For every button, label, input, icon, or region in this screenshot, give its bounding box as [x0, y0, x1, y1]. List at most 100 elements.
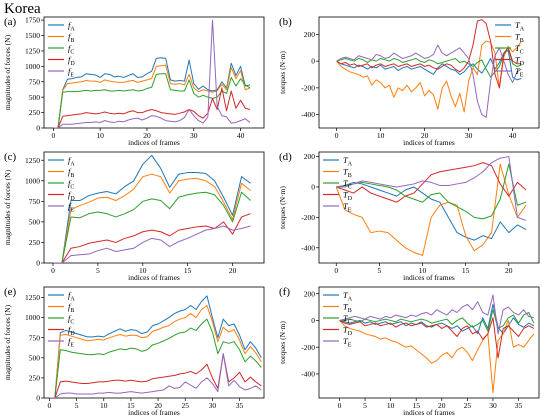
y-tick-label: 0: [311, 183, 315, 192]
legend-label: fE: [68, 66, 74, 79]
x-tick-label: 10: [377, 131, 385, 140]
legend-subscript: E: [70, 208, 74, 214]
series-line-t-e: [336, 156, 527, 221]
legend-label: TA: [343, 155, 353, 168]
legend-subscript: B: [70, 38, 74, 44]
y-axis-label: magnitudes of forces (N): [3, 34, 12, 110]
y-tick-label: 1000: [25, 62, 40, 71]
y-tick-label: 1250: [25, 293, 40, 302]
x-tick-label: 0: [51, 131, 55, 140]
legend-label: TD: [515, 55, 525, 68]
y-tick-label: 0: [311, 316, 315, 325]
y-tick-label: -200: [301, 343, 315, 352]
legend-label: fC: [68, 43, 74, 56]
y-tick-label: 1250: [25, 47, 40, 56]
series-line-f-e: [49, 353, 262, 398]
x-tick-label: 20: [438, 401, 446, 410]
x-tick-label: 10: [387, 401, 395, 410]
legend-subscript: C: [520, 50, 524, 56]
y-tick-label: 500: [29, 93, 41, 102]
panel-f-torque-chart: (f) 0 5 10 15 20 25 30 35 -400 -200 0 200 indices of …: [275, 284, 547, 419]
legend-subscript: C: [348, 185, 352, 191]
plot-area: [49, 295, 262, 398]
legend-label: TA: [515, 20, 525, 33]
y-tick-label: 0: [36, 124, 40, 133]
y-tick-label: 500: [29, 353, 41, 362]
series-line-t-d: [336, 162, 527, 203]
legend-label: fA: [68, 155, 75, 168]
legend-label: TD: [343, 325, 353, 338]
panel-c-force-chart: (c) 0 5 10 15 20 0 250 500 750 1000 1250 indices of …: [0, 149, 272, 284]
y-tick-label: 1000: [25, 313, 40, 322]
x-tick-label: 30: [489, 401, 497, 410]
legend-label: TE: [343, 336, 352, 349]
series-line-t-c: [336, 163, 527, 220]
series-line-t-c: [336, 47, 522, 78]
y-tick-label: 250: [29, 373, 41, 382]
series-line-t-e: [339, 294, 535, 335]
panel-d-torque-chart: (d) 0 5 10 15 20 -400 -200 0 200 indices of frames…: [275, 149, 547, 284]
y-tick-label: -400: [301, 110, 315, 119]
legend-label: fD: [68, 190, 75, 203]
series-line-f-c: [53, 73, 251, 128]
series-line-f-c: [49, 318, 262, 398]
series-line-t-d: [339, 317, 535, 359]
chart-svg: (d) 0 5 10 15 20 -400 -200 0 200 indices of frames…: [278, 151, 540, 282]
y-tick-label: 0: [36, 394, 40, 403]
legend-subscript: E: [348, 343, 352, 349]
y-tick-label: 200: [304, 152, 316, 161]
panel-label: (d): [279, 151, 292, 163]
y-tick-label: 0: [311, 57, 315, 66]
series-line-t-c: [339, 309, 535, 332]
panel-label: (a): [4, 16, 17, 28]
axes-frame: [318, 16, 540, 129]
y-tick-label: -400: [301, 243, 315, 252]
x-tick-label: 20: [154, 401, 162, 410]
x-tick-label: 20: [143, 131, 151, 140]
series-line-f-e: [53, 19, 251, 128]
x-tick-label: 15: [462, 266, 470, 275]
series-line-f-a: [53, 57, 251, 128]
plot-area: [53, 19, 251, 128]
legend-label: fE: [68, 336, 74, 349]
y-tick-label: 750: [29, 333, 41, 342]
y-tick-label: 500: [29, 217, 41, 226]
series-line-f-d: [52, 213, 251, 263]
figure-title: Korea: [4, 1, 41, 17]
legend-subscript: A: [70, 297, 75, 303]
legend-subscript: A: [70, 27, 75, 33]
series-line-f-b: [49, 305, 262, 398]
y-tick-label: 1750: [25, 16, 40, 25]
y-tick-label: 1250: [25, 156, 40, 165]
panel-label: (c): [4, 151, 17, 163]
legend-subscript: C: [70, 320, 74, 326]
chart-svg: (f) 0 5 10 15 20 25 30 35 -400 -200 0 200 indices of …: [278, 286, 540, 417]
y-tick-label: 0: [36, 259, 40, 268]
legend-label: TE: [343, 201, 352, 214]
plot-area: [339, 294, 535, 394]
legend-label: TB: [343, 167, 352, 180]
legend-subscript: B: [520, 38, 524, 44]
y-tick-label: -200: [301, 83, 315, 92]
panel-label: (f): [279, 286, 290, 298]
x-tick-label: 20: [229, 266, 237, 275]
y-tick-label: 200: [304, 30, 316, 39]
legend-subscript: E: [520, 73, 524, 79]
plot-area: [335, 156, 527, 256]
x-tick-label: 30: [190, 131, 198, 140]
axes-frame: [318, 286, 540, 399]
chart-svg: (a) 0 10 20 30 40 0 250 500 750 1000 1250 1500 1750 in…: [3, 16, 265, 147]
series-line-t-b: [336, 40, 522, 113]
x-tick-label: 15: [412, 401, 420, 410]
y-axis-label: torques (N·m): [278, 186, 287, 229]
y-tick-label: -200: [301, 213, 315, 222]
panel-a-force-chart: (a) 0 10 20 30 40 0 250 500 750 1000 1250 1500 1750 in…: [0, 14, 272, 149]
x-axis-label: indices of frames: [403, 273, 455, 282]
y-tick-label: 1500: [25, 31, 40, 40]
legend-label: fE: [68, 201, 74, 214]
